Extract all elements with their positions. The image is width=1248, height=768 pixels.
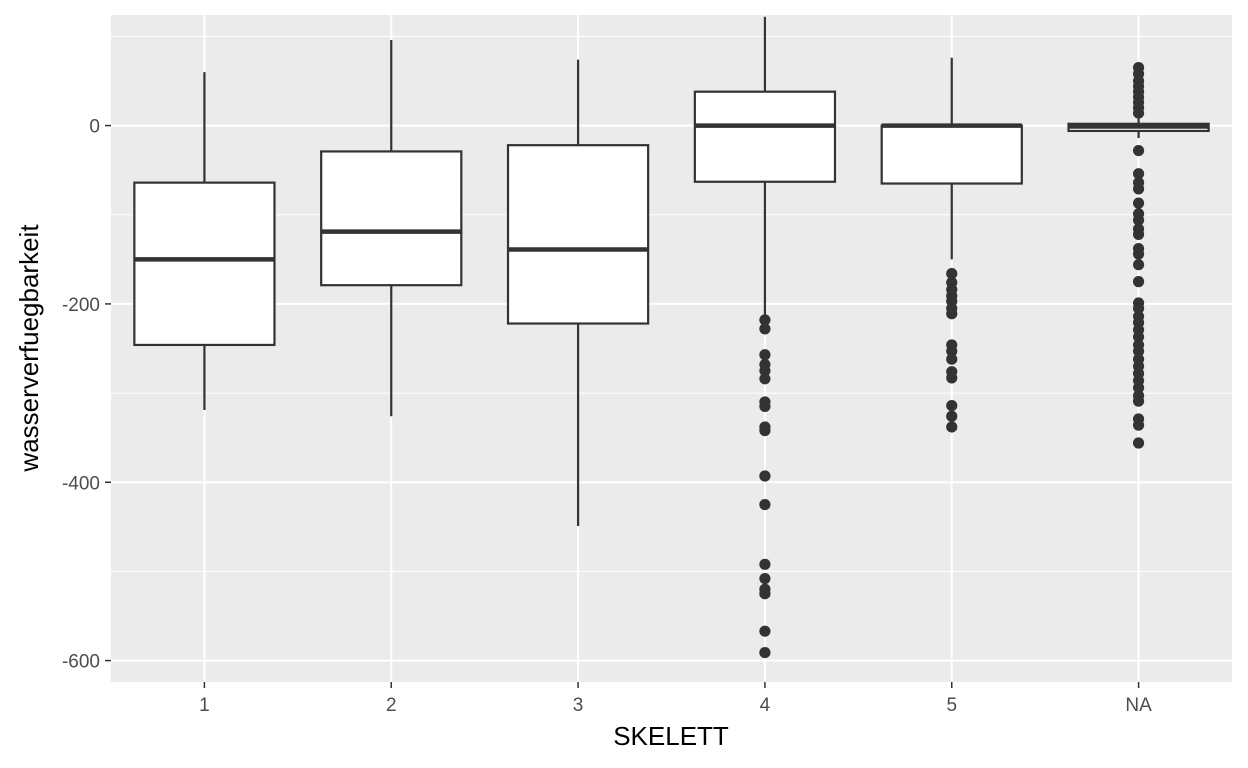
outlier-point [946,410,958,422]
x-tick-label: NA [1125,695,1152,716]
outlier-point [946,399,958,412]
outlier-point [1132,276,1145,288]
box-2 [320,39,463,417]
outlier-point [1132,395,1145,407]
outlier-point [1132,183,1145,195]
outlier-point [946,267,958,280]
outlier-point [1132,144,1145,157]
outlier-point [1132,302,1145,314]
outlier-point [1132,197,1145,209]
outlier-point [1132,214,1145,226]
x-tick-label: 4 [760,695,771,716]
outlier-point [759,470,771,482]
x-tick-label: 2 [386,695,397,716]
box-3 [506,59,650,526]
outlier-point [1132,248,1145,260]
outlier-point [759,323,771,335]
outlier-point [1132,259,1145,271]
box-5 [880,57,1023,433]
box-iqr [133,181,276,347]
outlier-point [1132,345,1145,357]
outlier-point [1132,419,1145,431]
outlier-point [759,349,771,361]
box-iqr [693,90,837,183]
box-iqr [506,144,650,325]
y-axis: 0 -200 -400 -600 [62,117,111,673]
x-tick-label: 3 [573,695,584,716]
outlier-point [759,424,771,437]
outlier-point [1132,331,1145,343]
boxes [133,16,1210,659]
outlier-point [1132,437,1145,449]
outlier-point [759,646,771,659]
box-1 [133,72,276,411]
x-axis-title: SKELETT [613,721,729,751]
outlier-point [759,365,771,377]
outlier-point [946,421,958,433]
outlier-point [759,314,771,326]
y-axis-title: wasserverfuegbarkeit [14,224,44,473]
y-tick-label: -400 [62,473,100,494]
outlier-point [759,588,771,600]
outlier-point [759,625,771,637]
outlier-point [759,373,771,385]
y-tick-label: 0 [89,117,100,138]
y-tick-label: -600 [62,652,100,673]
plot-panel [111,15,1232,682]
outlier-point [1132,107,1145,119]
x-tick-label: 1 [199,695,210,716]
outlier-point [759,572,771,585]
outlier-point [946,345,958,357]
y-tick-label: -200 [62,295,100,316]
outlier-point [946,353,958,365]
outlier-point [946,372,958,384]
outlier-point [759,498,771,511]
outlier-point [946,308,958,320]
x-axis: 1 2 3 4 5 NA [199,682,1152,716]
x-tick-label: 5 [946,695,957,716]
outlier-point [1132,382,1145,394]
outlier-point [1132,168,1145,180]
box-iqr [880,124,1023,185]
box-4 [693,16,837,659]
box-NA [1067,62,1210,449]
outlier-point [759,558,771,570]
box-iqr [320,150,463,287]
outlier-point [759,400,771,413]
outlier-point [1132,228,1145,240]
